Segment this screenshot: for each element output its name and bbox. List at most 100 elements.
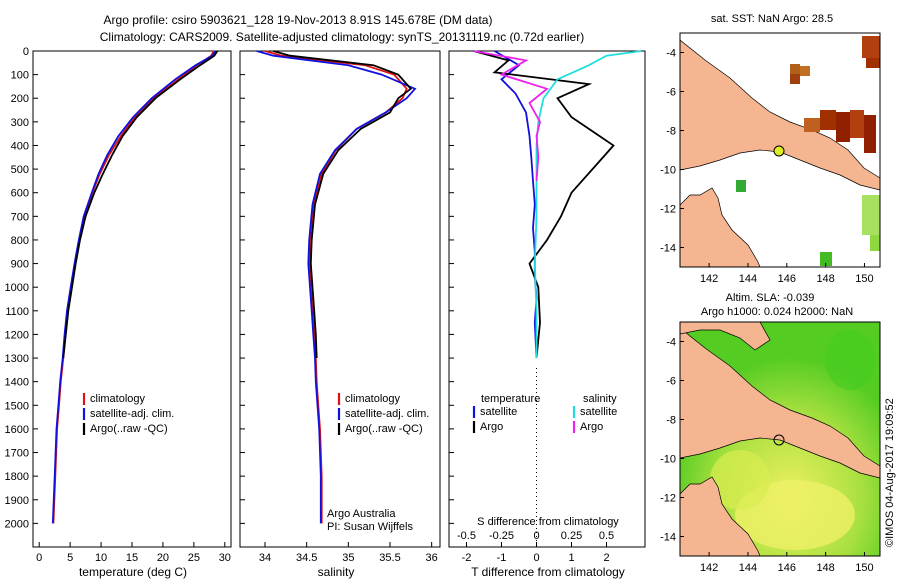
sla-map-subtitle: Argo h1000: 0.024 h2000: NaN	[701, 306, 853, 318]
salinity-annotation-line2: PI: Susan Wijffels	[327, 521, 413, 533]
temperature-xtick-label: 5	[67, 552, 73, 564]
salinity-xtick-label: 36	[426, 552, 438, 564]
temperature-ytick-label: 1900	[5, 495, 29, 507]
salinity-panel-frame	[239, 50, 441, 548]
sla-map-xtick-label: 146	[778, 562, 796, 574]
sla-map-land-north	[680, 322, 771, 351]
sst-map-axes: 142 144 146 148 150 -4 -6 -8 -10 -12 -14	[660, 48, 874, 286]
temperature-ytick-label: 1400	[5, 377, 29, 389]
difference-xtick-label: 1	[568, 552, 574, 564]
temperature-ytick-label: 200	[11, 93, 29, 105]
sla-map	[680, 322, 880, 556]
difference-series-salinity-argo	[473, 50, 549, 181]
temperature-ytick-label: 1800	[5, 471, 29, 483]
temperature-ytick-label: 700	[11, 211, 29, 223]
sst-map-title: sat. SST: NaN Argo: 28.5	[711, 13, 833, 25]
temperature-ytick-label: 100	[11, 70, 29, 82]
sla-map-argo-marker	[773, 434, 785, 446]
temperature-ytick-label: 1200	[5, 329, 29, 341]
legend-label-sal-satellite: satellite	[580, 406, 617, 418]
difference-panel-frame	[448, 50, 646, 548]
footer-stamp: ©IMOS 04-Aug-2017 19:09:52	[884, 398, 896, 547]
sst-map-ytick-label: -4	[666, 48, 676, 60]
legend-label-argo: Argo(..raw -QC)	[345, 423, 423, 435]
temperature-xtick-label: 15	[126, 552, 138, 564]
sst-map-xtick-label: 148	[816, 273, 834, 285]
temperature-ytick-label: 300	[11, 117, 29, 129]
temperature-ytick-label: 400	[11, 140, 29, 152]
sst-map-argo-marker	[773, 145, 785, 157]
sla-map-ytick-label: -10	[660, 454, 676, 466]
sst-map-land-new-guinea	[680, 39, 880, 191]
sla-map-ytick-label: -6	[666, 376, 676, 388]
sla-map-xtick-label: 150	[855, 562, 873, 574]
figure-title-line1: Argo profile: csiro 5903621_128 19-Nov-2…	[104, 13, 493, 27]
difference-xtick-top-label: 0.5	[599, 530, 614, 542]
sst-map-ytick-label: -14	[660, 243, 676, 255]
sla-map-ytick-label: -4	[666, 337, 676, 349]
legend-label-argo: Argo(..raw -QC)	[90, 423, 168, 435]
temperature-chart: 0 5 10 15 20 25 300100200300400500600700800900…	[5, 46, 231, 564]
temperature-series-argo-raw-qc-	[62, 50, 219, 359]
temperature-xtick-label: 25	[188, 552, 200, 564]
temperature-xtick-label: 0	[36, 552, 42, 564]
sst-map-ytick-label: -8	[666, 126, 676, 138]
legend-label-climatology: climatology	[90, 393, 146, 405]
sla-map-frame	[679, 321, 881, 557]
temperature-ytick-label: 500	[11, 164, 29, 176]
difference-xtick-top-label: 0.25	[561, 530, 582, 542]
sst-map-land-australia	[680, 187, 761, 267]
temperature-ytick-label: 600	[11, 188, 29, 200]
legend-label-climatology: climatology	[345, 393, 401, 405]
legend-label-temp-satellite: satellite	[480, 406, 517, 418]
salinity-xtick-label: 34	[259, 552, 271, 564]
sst-map-xtick-label: 144	[739, 273, 757, 285]
sla-map-ytick-label: -8	[666, 415, 676, 427]
temperature-ytick-label: 800	[11, 235, 29, 247]
temperature-ytick-label: 2000	[5, 518, 29, 530]
sst-map-sea-north	[680, 33, 880, 178]
salinity-annotation-line1: Argo Australia	[327, 508, 396, 520]
sla-map-land-australia	[680, 476, 761, 556]
temperature-ytick-label: 1300	[5, 353, 29, 365]
temperature-ytick-label: 1100	[5, 306, 29, 318]
sla-map-xtick-label: 144	[739, 562, 757, 574]
difference-xtick-top-label: -0.25	[489, 530, 514, 542]
legend-label-satellite: satellite-adj. clim.	[345, 408, 429, 420]
sst-map	[680, 33, 880, 267]
sla-map-land-new-guinea	[680, 327, 880, 479]
difference-xtick-label: -2	[462, 552, 472, 564]
temperature-xtick-label: 30	[219, 552, 231, 564]
sla-map-title: Altim. SLA: -0.039	[726, 292, 815, 304]
difference-xlabel-top: S difference from climatology	[477, 516, 619, 528]
figure-title-line2: Climatology: CARS2009. Satellite-adjuste…	[100, 30, 584, 44]
legend-label-sal-argo: Argo	[580, 421, 603, 433]
sla-map-ytick-label: -12	[660, 493, 676, 505]
sst-map-ytick-label: -10	[660, 165, 676, 177]
temperature-legend: climatology satellite-adj. clim. Argo(..…	[82, 393, 174, 435]
salinity-series-climatology	[264, 50, 408, 524]
temperature-xtick-label: 20	[157, 552, 169, 564]
sla-map-xtick-label: 142	[700, 562, 718, 574]
difference-xlabel: T difference from climatology	[471, 565, 625, 579]
legend-header-temperature: temperature	[481, 393, 540, 405]
sla-map-ytick-label: -14	[660, 532, 676, 544]
temperature-xtick-label: 10	[95, 552, 107, 564]
sla-map-axes: 142 144 146 148 150 -4 -6 -8 -10 -12 -14	[660, 337, 874, 575]
sst-map-ytick-label: -12	[660, 204, 676, 216]
difference-xtick-label: 0	[533, 552, 539, 564]
salinity-xtick-label: 35.5	[379, 552, 400, 564]
temperature-ytick-label: 1600	[5, 424, 29, 436]
difference-xtick-label: 2	[603, 552, 609, 564]
temperature-panel-frame	[32, 50, 232, 548]
temperature-ytick-label: 1700	[5, 448, 29, 460]
salinity-xtick-label: 35	[342, 552, 354, 564]
temperature-xlabel: temperature (deg C)	[79, 565, 187, 579]
salinity-xtick-label: 34.5	[296, 552, 317, 564]
temperature-ytick-label: 0	[23, 46, 29, 58]
salinity-series-argo-raw-qc-	[273, 50, 413, 359]
salinity-legend: climatology satellite-adj. clim. Argo(..…	[337, 393, 429, 435]
temperature-ytick-label: 1000	[5, 282, 29, 294]
difference-xtick-label: -1	[497, 552, 507, 564]
